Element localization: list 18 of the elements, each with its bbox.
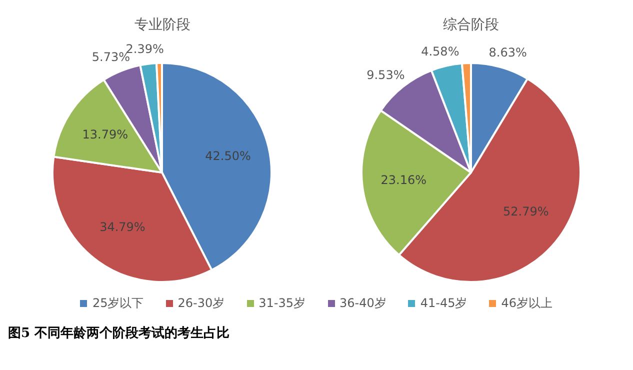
- data-label: 34.79%: [100, 220, 146, 234]
- legend-label: 31-35岁: [258, 295, 306, 312]
- data-label: 42.50%: [205, 148, 252, 163]
- legend-label: 36-40岁: [340, 295, 386, 312]
- data-label: 52.79%: [502, 204, 548, 219]
- legend-label: 46岁以上: [501, 295, 553, 312]
- legend-label: 41-45岁: [420, 295, 468, 312]
- data-label: 4.58%: [420, 44, 459, 58]
- data-label: 9.53%: [366, 68, 404, 82]
- legend-label: 26-30岁: [178, 295, 225, 312]
- chart-title: 专业阶段: [134, 16, 190, 34]
- data-label: 13.79%: [82, 128, 128, 142]
- data-label: 8.63%: [488, 46, 527, 60]
- data-label: 23.16%: [380, 173, 426, 188]
- legend-label: 25岁以下: [92, 295, 144, 312]
- caption: 图5 不同年龄两个阶段考试的考生占比: [8, 325, 231, 342]
- chart-title: 综合阶段: [442, 16, 499, 34]
- data-label: 2.39%: [126, 42, 164, 56]
